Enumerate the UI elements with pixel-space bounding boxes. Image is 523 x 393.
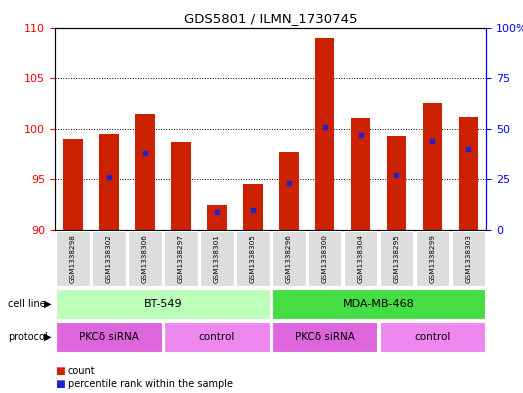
Bar (164, 231, 198, 286)
Bar (99, 134, 119, 230)
Text: BT-549: BT-549 (143, 299, 182, 309)
Bar (92, 231, 126, 286)
Bar (135, 114, 155, 230)
Text: control: control (414, 332, 451, 342)
Text: GSM1338295: GSM1338295 (393, 234, 400, 283)
Bar (451, 231, 485, 286)
Title: GDS5801 / ILMN_1730745: GDS5801 / ILMN_1730745 (184, 12, 357, 25)
Bar (56, 288, 269, 319)
Bar (315, 38, 335, 230)
Bar (416, 231, 449, 286)
Text: ■: ■ (55, 379, 65, 389)
Text: PKCδ siRNA: PKCδ siRNA (294, 332, 355, 342)
Bar (272, 288, 485, 319)
Bar (128, 231, 162, 286)
Text: ■: ■ (55, 366, 65, 376)
Bar (459, 117, 479, 230)
Text: GSM1338303: GSM1338303 (465, 234, 471, 283)
Bar (380, 322, 485, 352)
Text: ▶: ▶ (44, 299, 51, 309)
Bar (63, 139, 83, 230)
Text: GSM1338298: GSM1338298 (70, 234, 76, 283)
Bar (272, 231, 305, 286)
Text: control: control (199, 332, 235, 342)
Bar (171, 142, 191, 230)
Bar (279, 152, 299, 230)
Text: GSM1338304: GSM1338304 (358, 234, 363, 283)
Text: GSM1338306: GSM1338306 (142, 234, 148, 283)
Bar (272, 322, 378, 352)
Bar (386, 136, 406, 230)
Bar (350, 118, 370, 230)
Bar (423, 103, 442, 230)
Text: protocol: protocol (8, 332, 48, 342)
Text: GSM1338297: GSM1338297 (178, 234, 184, 283)
Bar (380, 231, 413, 286)
Text: GSM1338305: GSM1338305 (249, 234, 256, 283)
Text: ▶: ▶ (44, 332, 51, 342)
Text: GSM1338299: GSM1338299 (429, 234, 436, 283)
Bar (236, 231, 269, 286)
Bar (207, 205, 226, 230)
Bar (164, 322, 269, 352)
Text: PKCδ siRNA: PKCδ siRNA (79, 332, 139, 342)
Text: GSM1338301: GSM1338301 (214, 234, 220, 283)
Text: GSM1338296: GSM1338296 (286, 234, 292, 283)
Text: cell line: cell line (8, 299, 46, 309)
Bar (344, 231, 378, 286)
Text: MDA-MB-468: MDA-MB-468 (343, 299, 414, 309)
Text: percentile rank within the sample: percentile rank within the sample (68, 379, 233, 389)
Bar (200, 231, 234, 286)
Bar (56, 231, 90, 286)
Text: count: count (68, 366, 96, 376)
Bar (56, 322, 162, 352)
Text: GSM1338300: GSM1338300 (322, 234, 327, 283)
Bar (243, 184, 263, 230)
Text: GSM1338302: GSM1338302 (106, 234, 112, 283)
Bar (308, 231, 342, 286)
